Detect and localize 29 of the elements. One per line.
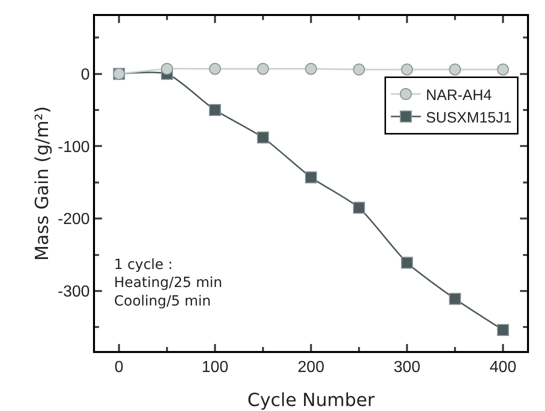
point — [209, 62, 221, 75]
point — [305, 62, 317, 75]
x-tick-label: 300 — [394, 359, 420, 376]
legend-label: NAR-AH4 — [426, 86, 492, 104]
y-tick-label: -100 — [58, 138, 90, 156]
annotation: 1 cycle : Heating/25 min Cooling/5 min — [114, 257, 222, 310]
point — [257, 62, 269, 75]
point — [401, 64, 413, 76]
point — [497, 324, 509, 336]
y-tick-label: -300 — [58, 284, 90, 301]
point — [257, 132, 269, 144]
point — [401, 256, 413, 269]
point — [305, 171, 317, 184]
point — [209, 104, 221, 116]
point — [353, 64, 365, 76]
x-tick-label: 100 — [202, 359, 228, 376]
point — [449, 292, 461, 305]
legend-label: SUSXM15J1 — [426, 109, 512, 126]
x-axis-title: Cycle Number — [247, 390, 376, 411]
x-tick-label: 0 — [114, 359, 124, 376]
y-tick-label: -200 — [58, 211, 90, 228]
y-axis-title: Mass Gain (g/m²) — [32, 106, 53, 261]
point — [449, 64, 461, 76]
x-tick-label: 200 — [298, 359, 324, 376]
point — [353, 202, 365, 214]
point — [497, 64, 509, 76]
y-tick-label: 0 — [80, 66, 90, 84]
point — [161, 62, 173, 75]
x-tick-label: 400 — [490, 359, 516, 376]
